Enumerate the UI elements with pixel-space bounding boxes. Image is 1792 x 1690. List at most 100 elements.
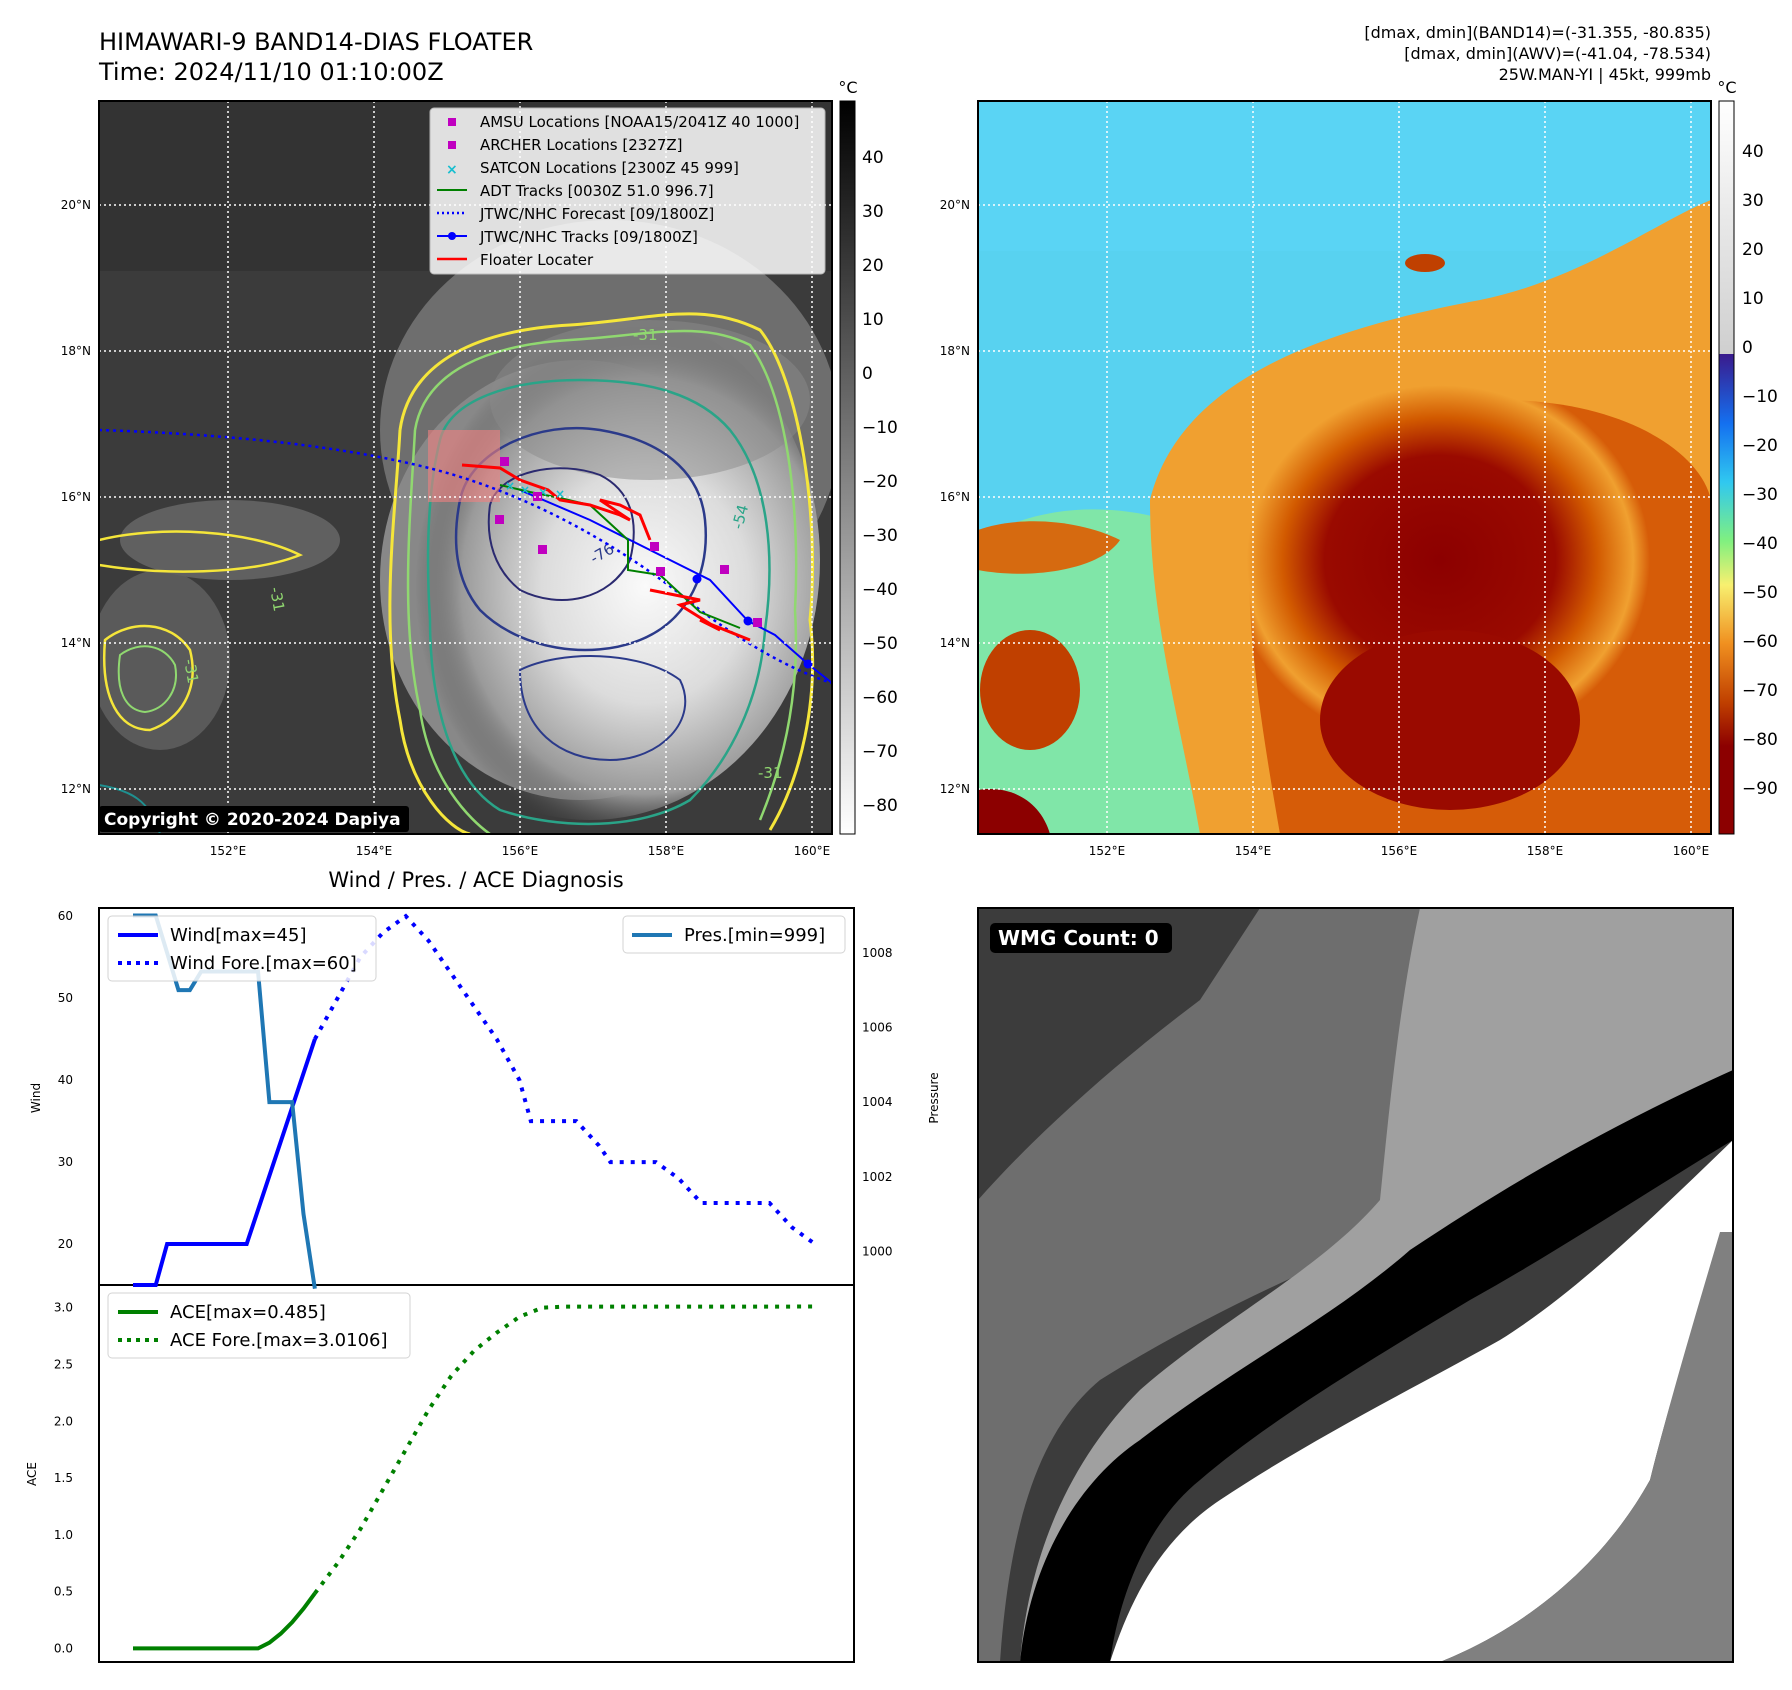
svg-text:−40: −40	[862, 580, 898, 600]
pressure-legend: Pres.[min=999]	[622, 915, 846, 954]
svg-text:16°N: 16°N	[940, 490, 970, 504]
legend-forecast: JTWC/NHC Forecast [09/1800Z]	[479, 205, 714, 223]
wind-tick: 50	[58, 991, 73, 1005]
wind-tick: 30	[58, 1155, 73, 1169]
floater-locater	[461, 463, 751, 642]
wind-line-1	[313, 913, 817, 1246]
svg-text:−70: −70	[862, 742, 898, 762]
right-map-frame	[977, 100, 1712, 835]
wind-line-0	[133, 1038, 317, 1287]
jtwc-track-point-1	[692, 574, 702, 584]
svg-text:−40: −40	[1742, 534, 1778, 554]
right-lon-ticks: 152°E 154°E 156°E 158°E 160°E	[1089, 844, 1710, 858]
legend-wind: Wind[max=45]	[170, 925, 307, 946]
contour-label-6: -31	[758, 764, 783, 782]
ace-tick: 1.5	[54, 1471, 73, 1485]
svg-text:×: ×	[555, 487, 565, 501]
legend-satcon: SATCON Locations [2300Z 45 999]	[480, 159, 739, 177]
svg-text:−80: −80	[862, 796, 898, 816]
right-colorbar-unit: °C	[1717, 78, 1736, 97]
pressure-tick: 1008	[862, 946, 893, 960]
wind-axis-label: Wind	[29, 1083, 43, 1113]
pressure-tick: 1000	[862, 1244, 893, 1258]
svg-text:0: 0	[862, 364, 873, 384]
right-gridlines	[978, 101, 1711, 834]
svg-text:16°N: 16°N	[61, 490, 91, 504]
diagnosis-title: Wind / Pres. / ACE Diagnosis	[328, 868, 623, 892]
svg-text:10: 10	[862, 310, 884, 330]
svg-text:−50: −50	[1742, 583, 1778, 603]
wind-tick: 60	[58, 909, 73, 923]
right-colorbar-ticks: 40 30 20 10 0 −10 −20 −30 −40 −50 −60 −7…	[1742, 142, 1778, 799]
figure-title: HIMAWARI-9 BAND14-DIAS FLOATER	[99, 28, 533, 56]
contour-label-5: -31	[180, 658, 202, 685]
left-lat-ticks: 20°N 18°N 16°N 14°N 12°N	[61, 198, 91, 796]
right-colorbar	[1718, 100, 1735, 835]
svg-text:154°E: 154°E	[1235, 844, 1272, 858]
ace-tick: 0.0	[54, 1641, 73, 1655]
left-colorbar-ticks: 40 30 20 10 0 −10 −20 −30 −40 −50 −60 −7…	[862, 148, 898, 816]
ace-panel-frame	[98, 1284, 855, 1663]
info-line-1: [dmax, dmin](BAND14)=(-31.355, -80.835)	[1364, 23, 1711, 42]
jtwc-forecast-track	[99, 428, 832, 685]
legend-amsu: AMSU Locations [NOAA15/2041Z 40 1000]	[480, 113, 799, 131]
svg-text:14°N: 14°N	[61, 636, 91, 650]
legend-ace-forecast: ACE Fore.[max=3.0106]	[170, 1330, 388, 1351]
svg-text:152°E: 152°E	[210, 844, 247, 858]
svg-text:156°E: 156°E	[502, 844, 539, 858]
svg-text:40: 40	[1742, 142, 1764, 162]
svg-text:20°N: 20°N	[61, 198, 91, 212]
svg-text:12°N: 12°N	[940, 782, 970, 796]
legend-wind-forecast: Wind Fore.[max=60]	[170, 953, 357, 974]
left-colorbar	[839, 100, 856, 835]
svg-text:14°N: 14°N	[940, 636, 970, 650]
svg-text:−10: −10	[862, 418, 898, 438]
left-map-frame	[98, 100, 833, 835]
svg-text:−70: −70	[1742, 681, 1778, 701]
ace-axis-label: ACE	[25, 1462, 39, 1486]
svg-text:152°E: 152°E	[1089, 844, 1126, 858]
wind-series	[133, 913, 817, 1287]
svg-text:−20: −20	[1742, 436, 1778, 456]
legend-jtwc-tracks: JTWC/NHC Tracks [09/1800Z]	[479, 228, 698, 246]
archer-amsu-markers	[495, 457, 762, 627]
wind-tick: 20	[58, 1237, 73, 1251]
contour-label-4: -31	[266, 586, 288, 613]
left-colorbar-unit: °C	[838, 78, 857, 97]
svg-text:20: 20	[862, 256, 884, 276]
ace-tick: 2.0	[54, 1414, 73, 1428]
copyright-badge	[99, 806, 409, 832]
legend-floater: Floater Locater	[480, 251, 594, 269]
legend-ace: ACE[max=0.485]	[170, 1302, 326, 1323]
contour-lightgreen	[406, 329, 798, 834]
svg-text:30: 30	[862, 202, 884, 222]
svg-text:−90: −90	[1742, 779, 1778, 799]
legend-archer: ARCHER Locations [2327Z]	[480, 136, 683, 154]
ace-y-ticks: 0.0 0.5 1.0 1.5 2.0 2.5 3.0	[54, 1301, 73, 1656]
contour-low	[518, 655, 687, 762]
pressure-tick: 1006	[862, 1020, 893, 1034]
pressure-tick: 1004	[862, 1095, 893, 1109]
svg-text:10: 10	[1742, 289, 1764, 309]
ace-tick: 2.5	[54, 1357, 73, 1371]
svg-text:−10: −10	[1742, 387, 1778, 407]
wmg-count: WMG Count: 0	[998, 926, 1159, 950]
ace-tick: 1.0	[54, 1528, 73, 1542]
info-line-3: 25W.MAN-YI | 45kt, 999mb	[1499, 65, 1711, 84]
svg-text:×: ×	[538, 485, 548, 499]
svg-text:158°E: 158°E	[648, 844, 685, 858]
svg-text:160°E: 160°E	[794, 844, 831, 858]
contour-label-2: -54	[728, 503, 752, 531]
svg-text:−30: −30	[1742, 485, 1778, 505]
svg-text:18°N: 18°N	[940, 344, 970, 358]
copyright-text: Copyright © 2020-2024 Dapiya	[104, 810, 401, 830]
info-line-2: [dmax, dmin](AWV)=(-41.04, -78.534)	[1404, 44, 1711, 63]
svg-text:40: 40	[862, 148, 884, 168]
contour-yellow	[388, 312, 815, 834]
right-lat-ticks: 20°N 18°N 16°N 14°N 12°N	[940, 198, 970, 796]
svg-text:×: ×	[446, 162, 458, 178]
contour-teal	[426, 378, 771, 826]
ace-line-0	[133, 1592, 317, 1651]
wind-tick: 40	[58, 1073, 73, 1087]
